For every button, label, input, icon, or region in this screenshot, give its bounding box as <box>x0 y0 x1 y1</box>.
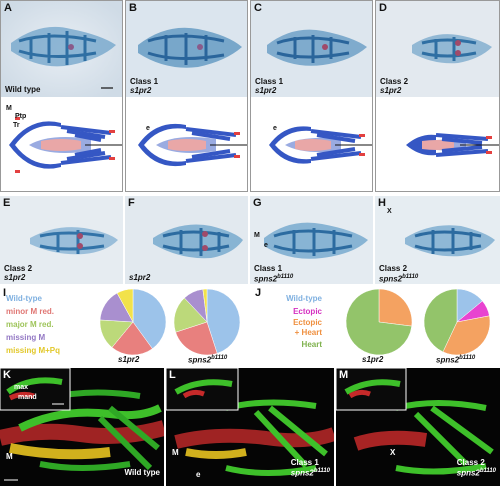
pie-slice <box>206 288 241 354</box>
panel-letter: K <box>3 369 11 381</box>
label-ptp: Ptp <box>15 113 27 120</box>
pie-slice <box>132 288 167 350</box>
panel-i: I Wild-type minor M red. major M red. mi… <box>0 286 250 366</box>
label-tr: Tr <box>13 122 20 129</box>
skeleton-schematic <box>1 97 122 191</box>
skeleton-schematic <box>126 97 247 191</box>
skeleton-photo <box>125 196 248 284</box>
label-e: e <box>196 470 201 479</box>
panel-letter: E <box>3 197 11 209</box>
panel-caption: Class 2 s1pr2 <box>380 77 409 95</box>
label-e: e <box>146 125 150 132</box>
label-m: M <box>6 452 13 461</box>
panel-caption: Class 1 spns2b1110 <box>290 458 330 478</box>
panel-m: M X Class 2 spns2b1110 <box>336 368 500 486</box>
panel-caption: Class 2 spns2b1110 <box>379 264 419 284</box>
legend-item: Wild-type <box>6 294 42 303</box>
skeleton-photo <box>375 196 500 284</box>
fluorescence-image <box>336 368 500 486</box>
legend-item: missing M <box>6 333 46 342</box>
skeleton-photo <box>1 1 122 97</box>
skeleton-photo <box>376 1 499 97</box>
panel-d: D Class 2 s1pr2 <box>375 0 500 192</box>
panel-l: L M e Class 1 spns2b1110 <box>166 368 334 486</box>
pie-chart <box>173 288 241 356</box>
label-e: e <box>273 125 277 132</box>
legend-item: Wild-type <box>286 294 322 303</box>
label-max: max <box>14 384 29 391</box>
legend-item: Ectopic <box>293 318 322 327</box>
label-m: M <box>254 232 260 239</box>
panel-letter: M <box>339 369 349 381</box>
panel-letter: H <box>378 197 386 209</box>
panel-caption: Wild type <box>124 468 160 477</box>
panel-letter: C <box>254 2 262 14</box>
pie-slice <box>423 288 458 353</box>
panel-caption: Wild type <box>5 85 41 94</box>
skeleton-schematic <box>251 97 372 191</box>
panel-b: B Class 1 s1pr2 e <box>125 0 248 192</box>
pie-chart <box>99 288 167 356</box>
panel-caption: Class 1 s1pr2 <box>130 77 159 95</box>
panel-h: H X Class 2 spns2b1110 <box>375 196 500 284</box>
panel-j: J Wild-type Ectopic Ectopic + Heart Hear… <box>252 286 500 366</box>
pie-slice <box>442 315 491 356</box>
skeleton-photo <box>251 1 372 97</box>
panel-letter: I <box>3 287 7 299</box>
label-m: M <box>172 448 179 457</box>
pie-slice <box>111 321 153 356</box>
fluorescence-image <box>0 368 164 486</box>
panel-letter: J <box>255 287 262 299</box>
legend-item: Heart <box>301 340 322 349</box>
pie-slice <box>175 321 218 356</box>
label-mand: mand <box>18 394 37 401</box>
panel-caption: Class 2 s1pr2 <box>4 264 33 282</box>
skeleton-schematic <box>376 97 499 191</box>
panel-f: F s1pr2 <box>125 196 248 284</box>
panel-letter: G <box>253 197 262 209</box>
panel-letter: F <box>128 197 135 209</box>
pie-slice <box>345 288 413 356</box>
pie-caption: spns2b1110 <box>436 355 476 365</box>
panel-e: E Class 2 s1pr2 <box>0 196 123 284</box>
fluorescence-image <box>166 368 334 486</box>
legend-item: missing M+Pq <box>6 346 61 355</box>
legend-item: + Heart <box>294 328 322 337</box>
panel-caption: Class 1 spns2b1110 <box>254 264 294 284</box>
legend-i: Wild-type minor M red. major M red. miss… <box>6 292 60 357</box>
panel-c: C Class 1 s1pr2 e <box>250 0 373 192</box>
panel-g: G M e Class 1 spns2b1110 <box>250 196 373 284</box>
pie-slice <box>378 288 413 327</box>
legend-item: minor M red. <box>6 307 55 316</box>
panel-caption: Class 1 s1pr2 <box>255 77 284 95</box>
label-m: M <box>6 105 12 112</box>
panel-caption: Class 2 spns2b1110 <box>456 458 496 478</box>
pie-caption: spns2b1110 <box>188 355 228 365</box>
panel-letter: A <box>4 2 12 14</box>
legend-j: Wild-type Ectopic Ectopic + Heart Heart <box>262 292 322 351</box>
skeleton-photo <box>126 1 247 97</box>
legend-item: Ectopic <box>293 307 322 316</box>
label-e: e <box>264 242 268 249</box>
panel-a: A Wild type M Ptp Tr <box>0 0 123 192</box>
panel-letter: D <box>379 2 387 14</box>
panel-k: K max mand M Wild type <box>0 368 164 486</box>
legend-item: major M red. <box>6 320 54 329</box>
pie-caption: s1pr2 <box>362 355 384 364</box>
panel-caption: s1pr2 <box>129 273 151 282</box>
pie-slice <box>116 288 134 323</box>
panel-letter: B <box>129 2 137 14</box>
pie-chart <box>345 288 413 356</box>
pie-caption: s1pr2 <box>118 355 140 364</box>
label-x: X <box>387 208 392 215</box>
panel-letter: L <box>169 369 176 381</box>
skeleton-photo <box>250 196 373 284</box>
label-x: X <box>390 448 396 457</box>
pie-slice <box>202 288 208 323</box>
skeleton-photo <box>0 196 123 284</box>
pie-chart <box>423 288 491 356</box>
